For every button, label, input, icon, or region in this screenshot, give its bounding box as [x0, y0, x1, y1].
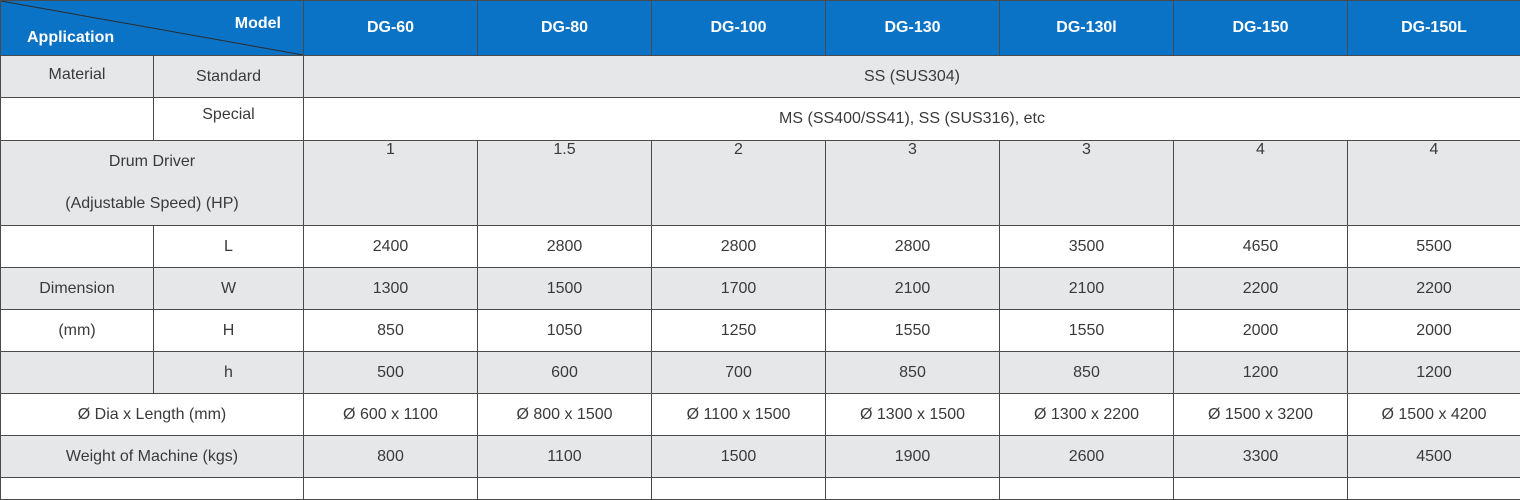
blank-cell	[826, 478, 1000, 500]
dimension-value: 2100	[826, 268, 1000, 310]
dimension-value: 700	[652, 352, 826, 394]
weight-value: 1100	[478, 436, 652, 478]
drum-driver-label-line1: Drum Driver	[1, 141, 303, 183]
dimension-value: 850	[826, 352, 1000, 394]
dimension-value: 2000	[1348, 310, 1520, 352]
header-row: Model Application DG-60 DG-80 DG-100 DG-…	[1, 1, 1520, 56]
material-standard-row: Material Standard SS (SUS304)	[1, 56, 1520, 98]
model-header: DG-130	[826, 1, 1000, 56]
blank-cell	[1000, 478, 1174, 500]
dimension-value: 850	[304, 310, 478, 352]
dimension-key: L	[154, 226, 304, 268]
dimension-value: 2800	[478, 226, 652, 268]
dimension-row-l: L 2400 2800 2800 2800 3500 4650 5500	[1, 226, 1520, 268]
dimension-value: 2800	[652, 226, 826, 268]
drum-driver-value: 2	[652, 141, 826, 226]
blank-cell	[1174, 478, 1348, 500]
dimension-value: 2200	[1348, 268, 1520, 310]
drum-driver-value: 4	[1348, 141, 1520, 226]
dimension-value: 5500	[1348, 226, 1520, 268]
dimension-value: 2800	[826, 226, 1000, 268]
dia-length-value: Ø 1100 x 1500	[652, 394, 826, 436]
dimension-label-blank	[1, 226, 154, 268]
dia-length-value: Ø 1500 x 4200	[1348, 394, 1520, 436]
dimension-row-h-upper: (mm) H 850 1050 1250 1550 1550 2000 2000	[1, 310, 1520, 352]
dimension-value: 1550	[826, 310, 1000, 352]
dia-length-value: Ø 800 x 1500	[478, 394, 652, 436]
drum-driver-value: 1.5	[478, 141, 652, 226]
weight-label: Weight of Machine (kgs)	[1, 436, 304, 478]
material-label: Material	[1, 56, 154, 98]
blank-row	[1, 478, 1520, 500]
dimension-value: 3500	[1000, 226, 1174, 268]
model-header: DG-60	[304, 1, 478, 56]
dimension-label: Dimension	[1, 268, 154, 310]
drum-driver-label: Drum Driver (Adjustable Speed) (HP)	[1, 141, 304, 226]
weight-value: 800	[304, 436, 478, 478]
dimension-value: 500	[304, 352, 478, 394]
model-header: DG-150	[1174, 1, 1348, 56]
blank-cell	[1, 478, 304, 500]
material-standard-value: SS (SUS304)	[304, 56, 1520, 98]
dimension-value: 1200	[1174, 352, 1348, 394]
weight-value: 3300	[1174, 436, 1348, 478]
dimension-value: 1250	[652, 310, 826, 352]
material-blank-cell	[1, 98, 154, 141]
dimension-value: 600	[478, 352, 652, 394]
dimension-value: 2100	[1000, 268, 1174, 310]
material-special-value: MS (SS400/SS41), SS (SUS316), etc	[304, 98, 1520, 141]
weight-value: 1900	[826, 436, 1000, 478]
dia-length-value: Ø 1500 x 3200	[1174, 394, 1348, 436]
dimension-label-blank	[1, 352, 154, 394]
drum-driver-row: Drum Driver (Adjustable Speed) (HP) 1 1.…	[1, 141, 1520, 226]
weight-value: 4500	[1348, 436, 1520, 478]
dimension-unit: (mm)	[1, 310, 154, 352]
dia-length-value: Ø 600 x 1100	[304, 394, 478, 436]
dimension-value: 1700	[652, 268, 826, 310]
corner-header: Model Application	[1, 1, 304, 56]
dimension-value: 1550	[1000, 310, 1174, 352]
model-header: DG-100	[652, 1, 826, 56]
dimension-key: H	[154, 310, 304, 352]
dia-length-value: Ø 1300 x 1500	[826, 394, 1000, 436]
model-header: DG-150L	[1348, 1, 1520, 56]
dimension-value: 2000	[1174, 310, 1348, 352]
blank-cell	[478, 478, 652, 500]
weight-row: Weight of Machine (kgs) 800 1100 1500 19…	[1, 436, 1520, 478]
dimension-key: W	[154, 268, 304, 310]
material-special-label: Special	[154, 98, 304, 141]
dia-length-row: Ø Dia x Length (mm) Ø 600 x 1100 Ø 800 x…	[1, 394, 1520, 436]
drum-driver-value: 3	[826, 141, 1000, 226]
drum-driver-value: 1	[304, 141, 478, 226]
drum-driver-value: 4	[1174, 141, 1348, 226]
material-special-row: Special MS (SS400/SS41), SS (SUS316), et…	[1, 98, 1520, 141]
dimension-value: 1500	[478, 268, 652, 310]
corner-label-application: Application	[27, 29, 114, 47]
dimension-row-w: Dimension W 1300 1500 1700 2100 2100 220…	[1, 268, 1520, 310]
model-header: DG-130l	[1000, 1, 1174, 56]
dimension-key: h	[154, 352, 304, 394]
dimension-value: 2200	[1174, 268, 1348, 310]
dimension-value: 1050	[478, 310, 652, 352]
weight-value: 1500	[652, 436, 826, 478]
model-header: DG-80	[478, 1, 652, 56]
dimension-value: 850	[1000, 352, 1174, 394]
dia-length-label: Ø Dia x Length (mm)	[1, 394, 304, 436]
dimension-value: 1200	[1348, 352, 1520, 394]
blank-cell	[304, 478, 478, 500]
material-standard-label: Standard	[154, 56, 304, 98]
dimension-value: 4650	[1174, 226, 1348, 268]
dimension-row-h-lower: h 500 600 700 850 850 1200 1200	[1, 352, 1520, 394]
corner-label-model: Model	[235, 15, 281, 33]
weight-value: 2600	[1000, 436, 1174, 478]
dia-length-value: Ø 1300 x 2200	[1000, 394, 1174, 436]
drum-driver-value: 3	[1000, 141, 1174, 226]
dimension-value: 1300	[304, 268, 478, 310]
blank-cell	[652, 478, 826, 500]
drum-driver-label-line2: (Adjustable Speed) (HP)	[1, 183, 303, 225]
blank-cell	[1348, 478, 1520, 500]
dimension-value: 2400	[304, 226, 478, 268]
